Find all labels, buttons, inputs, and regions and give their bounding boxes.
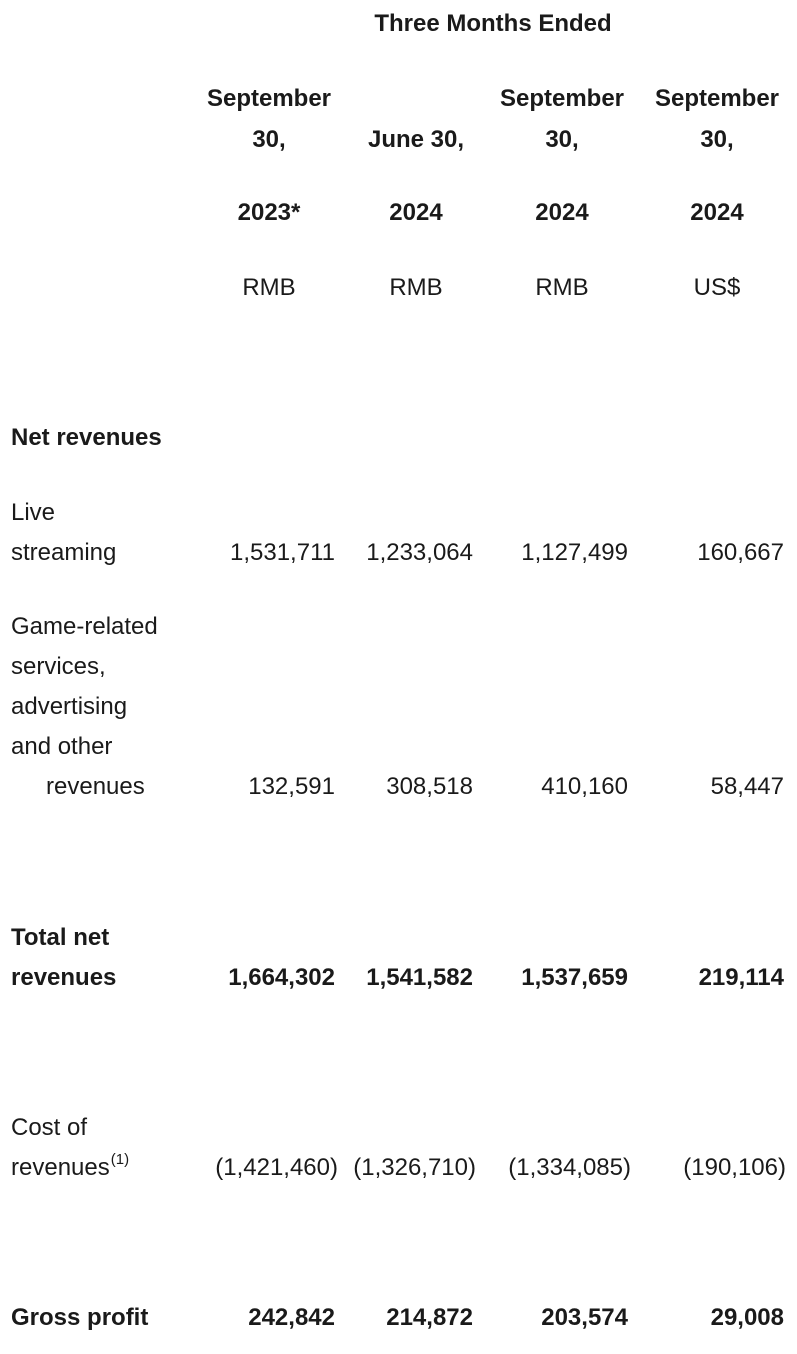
col3-header-line1: September <box>499 85 625 112</box>
game-related-label-line2: services, <box>11 653 106 680</box>
col1-header-line2: 30, <box>252 126 286 153</box>
live-streaming-value-col4: 160,667 <box>697 539 784 566</box>
game-related-value-col3: 410,160 <box>541 773 628 800</box>
cost-of-revenues-label-line1: Cost of <box>11 1114 88 1141</box>
col1-header-year: 2023* <box>237 199 301 226</box>
cost-of-revenues-value-col1: (1,421,460) <box>215 1154 338 1181</box>
col1-header-line1: September <box>206 85 332 112</box>
footnote-marker: (1) <box>110 1151 130 1168</box>
gross-profit-label: Gross profit <box>11 1304 149 1331</box>
section-net-revenues: Net revenues <box>11 424 162 451</box>
cost-of-revenues-label-line2-wrap: revenues(1) <box>11 1148 129 1191</box>
game-related-value-col2: 308,518 <box>386 773 473 800</box>
total-net-revenues-value-col1: 1,664,302 <box>228 964 335 991</box>
col2-header-line2: June 30, <box>367 126 465 153</box>
col2-header-currency: RMB <box>389 274 443 301</box>
gross-profit-value-col4: 29,008 <box>710 1304 784 1331</box>
live-streaming-value-col1: 1,531,711 <box>230 539 335 566</box>
gross-profit-value-col3: 203,574 <box>541 1304 628 1331</box>
col3-header-line2: 30, <box>545 126 579 153</box>
gross-profit-value-col1: 242,842 <box>248 1304 335 1331</box>
col2-header-year: 2024 <box>389 199 443 226</box>
live-streaming-label-line2: streaming <box>11 539 117 566</box>
game-related-label-line1: Game-related <box>11 613 158 640</box>
cost-of-revenues-value-col4: (190,106) <box>683 1154 786 1181</box>
game-related-value-col1: 132,591 <box>248 773 335 800</box>
total-net-revenues-value-col4: 219,114 <box>698 964 784 991</box>
total-net-revenues-label-line1: Total net <box>11 924 110 951</box>
period-title: Three Months Ended <box>374 10 612 37</box>
col3-header-currency: RMB <box>535 274 589 301</box>
col3-header-year: 2024 <box>535 199 589 226</box>
col4-header-line2: 30, <box>700 126 734 153</box>
col1-header-currency: RMB <box>242 274 296 301</box>
total-net-revenues-value-col3: 1,537,659 <box>521 964 628 991</box>
live-streaming-value-col2: 1,233,064 <box>366 539 473 566</box>
col4-header-currency: US$ <box>693 274 741 301</box>
game-related-label-line4: and other <box>11 733 113 760</box>
game-related-value-col4: 58,447 <box>710 773 784 800</box>
live-streaming-label-line1: Live <box>11 499 56 526</box>
total-net-revenues-value-col2: 1,541,582 <box>366 964 473 991</box>
gross-profit-value-col2: 214,872 <box>386 1304 473 1331</box>
game-related-label-line3: advertising <box>11 693 128 720</box>
total-net-revenues-label-line2: revenues <box>11 964 117 991</box>
cost-of-revenues-value-col3: (1,334,085) <box>508 1154 631 1181</box>
cost-of-revenues-label-line2: revenues <box>11 1154 110 1181</box>
game-related-label-line5: revenues <box>46 773 145 800</box>
col4-header-line1: September <box>654 85 780 112</box>
col4-header-year: 2024 <box>690 199 744 226</box>
live-streaming-value-col3: 1,127,499 <box>521 539 628 566</box>
cost-of-revenues-value-col2: (1,326,710) <box>353 1154 476 1181</box>
